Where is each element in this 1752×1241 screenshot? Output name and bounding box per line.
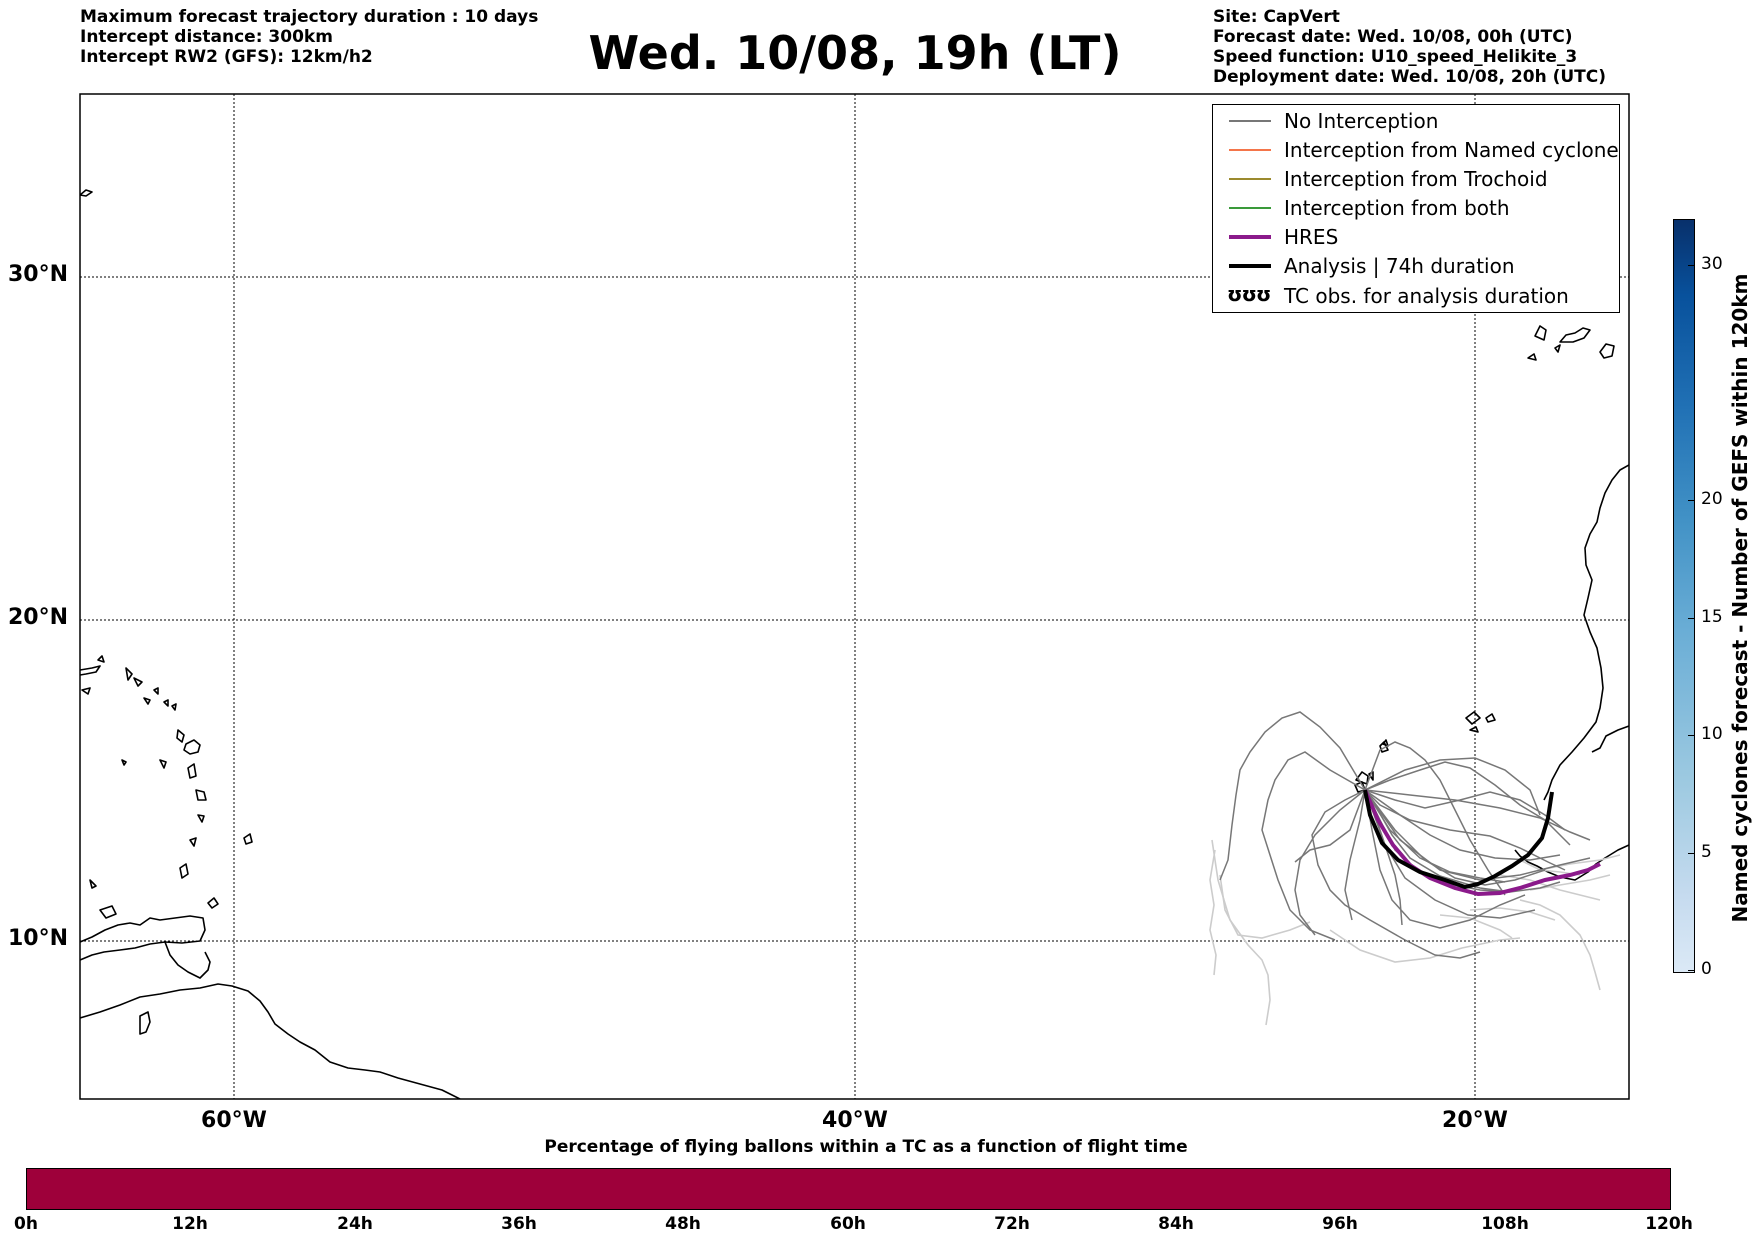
vcbar-tick-10: 10 bbox=[1701, 724, 1723, 744]
legend-item-tc-obs: ʊʊʊ TC obs. for analysis duration bbox=[1221, 282, 1611, 310]
lat-label-30n: 30°N bbox=[8, 262, 69, 287]
lat-label-10n: 10°N bbox=[8, 926, 69, 951]
map-legend: No Interception Interception from Named … bbox=[1212, 104, 1620, 313]
ensemble-trajectories-late bbox=[1209, 839, 1621, 1026]
legend-item-no-interception: No Interception bbox=[1221, 107, 1611, 135]
legend-swatch-both bbox=[1229, 207, 1271, 209]
hcbar-tick-24h: 24h bbox=[337, 1214, 373, 1234]
hcbar-tick-84h: 84h bbox=[1158, 1214, 1194, 1234]
lon-label-20w: 20°W bbox=[1442, 1108, 1508, 1133]
hcbar-tick-120h: 120h bbox=[1645, 1214, 1693, 1234]
coastlines bbox=[80, 189, 1629, 1099]
info-site: Site: CapVert bbox=[1213, 7, 1340, 27]
lon-label-40w: 40°W bbox=[822, 1108, 888, 1133]
hcbar-tick-108h: 108h bbox=[1481, 1214, 1529, 1234]
legend-item-trochoid: Interception from Trochoid bbox=[1221, 165, 1611, 193]
hcbar-tick-72h: 72h bbox=[994, 1214, 1030, 1234]
hcbar-tick-96h: 96h bbox=[1322, 1214, 1358, 1234]
map-title: Wed. 10/08, 19h (LT) bbox=[588, 26, 1122, 80]
hcbar-tick-12h: 12h bbox=[172, 1214, 208, 1234]
vcbar-tick-15: 15 bbox=[1701, 607, 1723, 627]
vcbar-tickmark bbox=[1688, 618, 1694, 619]
legend-item-named-cyclone: Interception from Named cyclone bbox=[1221, 136, 1619, 164]
vcbar-tickmark bbox=[1688, 970, 1694, 971]
legend-item-both: Interception from both bbox=[1221, 194, 1611, 222]
analysis-trajectory bbox=[1363, 789, 1554, 890]
legend-swatch-hres bbox=[1229, 235, 1271, 239]
map-frame bbox=[79, 93, 1630, 1100]
gridlines bbox=[80, 94, 1629, 1099]
lat-label-20n: 20°N bbox=[8, 605, 69, 630]
named-cyclones-colorbar bbox=[1673, 219, 1695, 973]
info-deployment-date: Deployment date: Wed. 10/08, 20h (UTC) bbox=[1213, 67, 1607, 87]
vcbar-tick-30: 30 bbox=[1701, 254, 1723, 274]
legend-item-analysis: Analysis | 74h duration bbox=[1221, 252, 1611, 280]
vcbar-label: Named cyclones forecast - Number of GEFS… bbox=[1728, 273, 1752, 923]
legend-item-hres: HRES bbox=[1221, 223, 1611, 251]
header-info-left: Maximum forecast trajectory duration : 1… bbox=[80, 7, 538, 67]
legend-label: Interception from both bbox=[1284, 196, 1510, 220]
hcbar-tick-0h: 0h bbox=[14, 1214, 38, 1234]
tc-obs-symbol-icon: ʊʊʊ bbox=[1227, 282, 1271, 306]
info-intercept-rw2: Intercept RW2 (GFS): 12km/h2 bbox=[80, 47, 373, 67]
lon-label-60w: 60°W bbox=[201, 1108, 267, 1133]
vcbar-tick-5: 5 bbox=[1701, 842, 1712, 862]
legend-label: Interception from Named cyclone bbox=[1284, 138, 1619, 162]
legend-label: No Interception bbox=[1284, 109, 1439, 133]
hcbar-tick-36h: 36h bbox=[501, 1214, 537, 1234]
legend-label: Interception from Trochoid bbox=[1284, 167, 1548, 191]
info-intercept-distance: Intercept distance: 300km bbox=[80, 27, 333, 47]
legend-label: Analysis | 74h duration bbox=[1284, 254, 1515, 278]
legend-label: HRES bbox=[1284, 225, 1339, 249]
vcbar-tickmark bbox=[1688, 735, 1694, 736]
legend-label: TC obs. for analysis duration bbox=[1284, 284, 1569, 308]
hres-trajectory bbox=[1363, 789, 1601, 897]
flight-time-colorbar-title: Percentage of flying ballons within a TC… bbox=[544, 1137, 1188, 1157]
legend-swatch-analysis bbox=[1229, 264, 1271, 268]
vcbar-tick-20: 20 bbox=[1701, 489, 1723, 509]
info-forecast-date: Forecast date: Wed. 10/08, 00h (UTC) bbox=[1213, 27, 1573, 47]
header-info-right: Site: CapVert Forecast date: Wed. 10/08,… bbox=[1213, 7, 1606, 87]
flight-time-colorbar bbox=[26, 1168, 1671, 1210]
vcbar-tickmark bbox=[1688, 853, 1694, 854]
vcbar-tick-0: 0 bbox=[1701, 959, 1712, 979]
legend-swatch-no-interception bbox=[1229, 120, 1271, 122]
hcbar-tick-60h: 60h bbox=[830, 1214, 866, 1234]
hcbar-tick-48h: 48h bbox=[665, 1214, 701, 1234]
legend-swatch-trochoid bbox=[1229, 178, 1271, 180]
vcbar-tickmark bbox=[1688, 500, 1694, 501]
info-max-duration: Maximum forecast trajectory duration : 1… bbox=[80, 7, 539, 27]
vcbar-tickmark bbox=[1688, 265, 1694, 266]
legend-swatch-named-cyclone bbox=[1229, 149, 1271, 151]
info-speed-function: Speed function: U10_speed_Helikite_3 bbox=[1213, 47, 1578, 67]
